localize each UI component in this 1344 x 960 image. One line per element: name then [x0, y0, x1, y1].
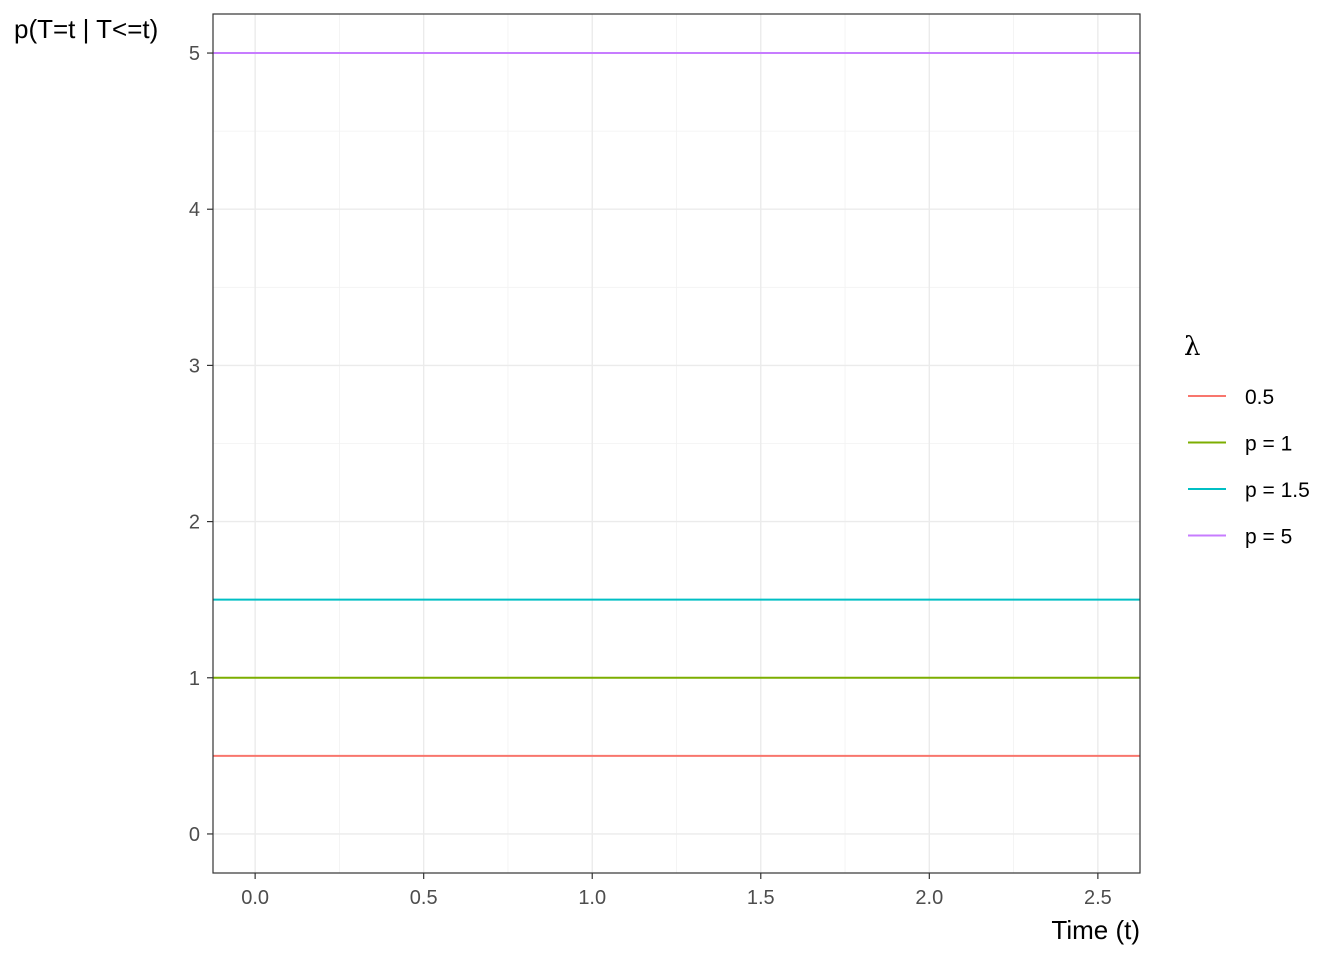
x-axis-title: Time (t) [1051, 915, 1140, 945]
legend-label-3: p = 5 [1245, 526, 1292, 549]
legend-title: λ [1184, 332, 1200, 362]
y-tick-label: 1 [189, 668, 200, 690]
legend-label-2: p = 1.5 [1245, 479, 1310, 502]
y-tick-label: 3 [189, 355, 200, 377]
series-layer [213, 52, 1140, 757]
x-tick-label: 1.0 [578, 887, 606, 909]
legend-label-1: p = 1 [1245, 433, 1292, 456]
y-tick-label: 5 [189, 43, 200, 65]
y-tick-label: 0 [189, 824, 200, 846]
y-tick-label: 4 [189, 199, 200, 221]
x-tick-label: 2.0 [915, 887, 943, 909]
y-axis-title: p(T=t | T<=t) [14, 14, 158, 44]
x-tick-label: 2.5 [1084, 887, 1112, 909]
panel-border [212, 13, 1141, 874]
x-tick-label: 0.0 [241, 887, 269, 909]
x-tick-label: 0.5 [410, 887, 438, 909]
y-tick-label: 2 [189, 512, 200, 534]
legend-label-0: 0.5 [1245, 386, 1274, 409]
axis-layer: 0.0 0.5 1.0 1.5 2.0 2.5 0 1 2 3 4 5 [189, 43, 1112, 909]
legend: λ 0.5 p = 1 p = 1.5 p = 5 [1184, 332, 1310, 549]
x-tick-label: 1.5 [747, 887, 775, 909]
